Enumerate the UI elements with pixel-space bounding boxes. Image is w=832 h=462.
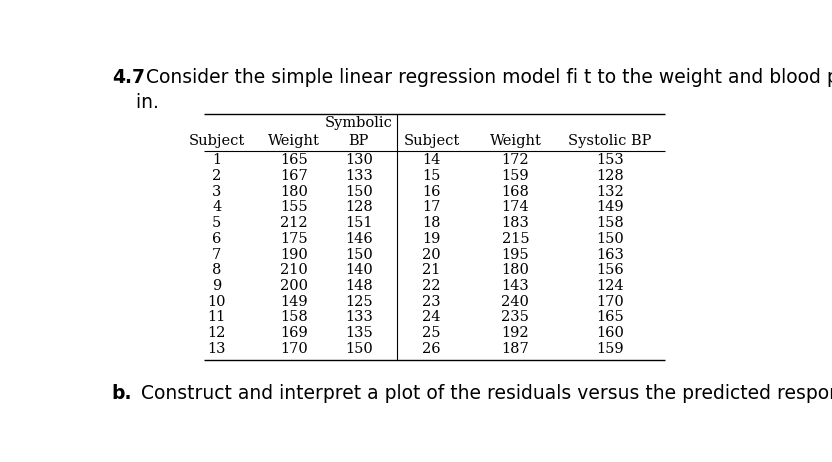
Text: 17: 17 (423, 201, 441, 214)
Text: 26: 26 (423, 342, 441, 356)
Text: 146: 146 (344, 232, 373, 246)
Text: in.: in. (111, 93, 159, 112)
Text: 167: 167 (280, 169, 308, 183)
Text: 19: 19 (423, 232, 441, 246)
Text: 8: 8 (212, 263, 221, 277)
Text: Subject: Subject (404, 134, 460, 148)
Text: 165: 165 (280, 153, 308, 167)
Text: 6: 6 (212, 232, 221, 246)
Text: 192: 192 (502, 326, 529, 340)
Text: 133: 133 (344, 310, 373, 324)
Text: 148: 148 (344, 279, 373, 293)
Text: 15: 15 (423, 169, 441, 183)
Text: 11: 11 (208, 310, 226, 324)
Text: 7: 7 (212, 248, 221, 261)
Text: 180: 180 (502, 263, 529, 277)
Text: 168: 168 (502, 185, 529, 199)
Text: 200: 200 (280, 279, 308, 293)
Text: 169: 169 (280, 326, 308, 340)
Text: 125: 125 (345, 295, 373, 309)
Text: 215: 215 (502, 232, 529, 246)
Text: 180: 180 (280, 185, 308, 199)
Text: 124: 124 (597, 279, 624, 293)
Text: 150: 150 (597, 232, 624, 246)
Text: 20: 20 (423, 248, 441, 261)
Text: b.: b. (111, 384, 132, 403)
Text: 174: 174 (502, 201, 529, 214)
Text: 210: 210 (280, 263, 308, 277)
Text: 156: 156 (597, 263, 624, 277)
Text: 143: 143 (502, 279, 529, 293)
Text: 14: 14 (423, 153, 441, 167)
Text: 240: 240 (502, 295, 529, 309)
Text: Systolic BP: Systolic BP (568, 134, 651, 148)
Text: 4.7: 4.7 (111, 68, 145, 87)
Text: 175: 175 (280, 232, 308, 246)
Text: 16: 16 (423, 185, 441, 199)
Text: 159: 159 (502, 169, 529, 183)
Text: 22: 22 (423, 279, 441, 293)
Text: 133: 133 (344, 169, 373, 183)
Text: 4: 4 (212, 201, 221, 214)
Text: 170: 170 (280, 342, 308, 356)
Text: 150: 150 (344, 248, 373, 261)
Text: 170: 170 (597, 295, 624, 309)
Text: 128: 128 (344, 201, 373, 214)
Text: 187: 187 (502, 342, 529, 356)
Text: 165: 165 (597, 310, 624, 324)
Text: 149: 149 (280, 295, 308, 309)
Text: 151: 151 (345, 216, 373, 230)
Text: 159: 159 (597, 342, 624, 356)
Text: Symbolic: Symbolic (324, 116, 393, 130)
Text: 5: 5 (212, 216, 221, 230)
Text: 25: 25 (423, 326, 441, 340)
Text: 183: 183 (502, 216, 529, 230)
Text: 158: 158 (597, 216, 624, 230)
Text: Construct and interpret a plot of the residuals versus the predicted response.: Construct and interpret a plot of the re… (135, 384, 832, 403)
Text: Weight: Weight (268, 134, 320, 148)
Text: 24: 24 (423, 310, 441, 324)
Text: 12: 12 (208, 326, 226, 340)
Text: 158: 158 (280, 310, 308, 324)
Text: 13: 13 (208, 342, 226, 356)
Text: 153: 153 (597, 153, 624, 167)
Text: 190: 190 (280, 248, 308, 261)
Text: 235: 235 (502, 310, 529, 324)
Text: 132: 132 (597, 185, 624, 199)
Text: 150: 150 (344, 185, 373, 199)
Text: 10: 10 (208, 295, 226, 309)
Text: 155: 155 (280, 201, 308, 214)
Text: BP: BP (349, 134, 369, 148)
Text: 21: 21 (423, 263, 441, 277)
Text: 140: 140 (344, 263, 373, 277)
Text: 172: 172 (502, 153, 529, 167)
Text: Consider the simple linear regression model fi t to the weight and blood pressur: Consider the simple linear regression mo… (140, 68, 832, 87)
Text: 3: 3 (212, 185, 221, 199)
Text: Subject: Subject (189, 134, 245, 148)
Text: 135: 135 (344, 326, 373, 340)
Text: 23: 23 (423, 295, 441, 309)
Text: 128: 128 (597, 169, 624, 183)
Text: 160: 160 (597, 326, 624, 340)
Text: 149: 149 (597, 201, 624, 214)
Text: 150: 150 (344, 342, 373, 356)
Text: 163: 163 (597, 248, 624, 261)
Text: 18: 18 (423, 216, 441, 230)
Text: 195: 195 (502, 248, 529, 261)
Text: 212: 212 (280, 216, 308, 230)
Text: 2: 2 (212, 169, 221, 183)
Text: 130: 130 (344, 153, 373, 167)
Text: Weight: Weight (489, 134, 542, 148)
Text: 9: 9 (212, 279, 221, 293)
Text: 1: 1 (212, 153, 221, 167)
